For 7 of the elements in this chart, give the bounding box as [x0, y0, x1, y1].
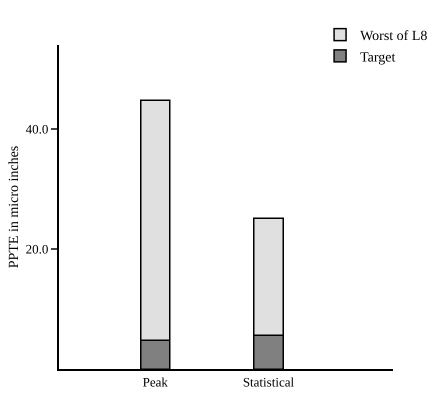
y-axis-title: PPTE in micro inches — [6, 146, 22, 268]
x-tick-label: Peak — [142, 374, 168, 390]
legend-label: Target — [360, 50, 396, 66]
x-tick-label: Statistical — [242, 374, 294, 390]
y-tick-label: 40.0 — [26, 122, 48, 137]
y-tick-label: 20.0 — [26, 242, 48, 257]
legend-label: Worst of L8 — [360, 29, 428, 44]
